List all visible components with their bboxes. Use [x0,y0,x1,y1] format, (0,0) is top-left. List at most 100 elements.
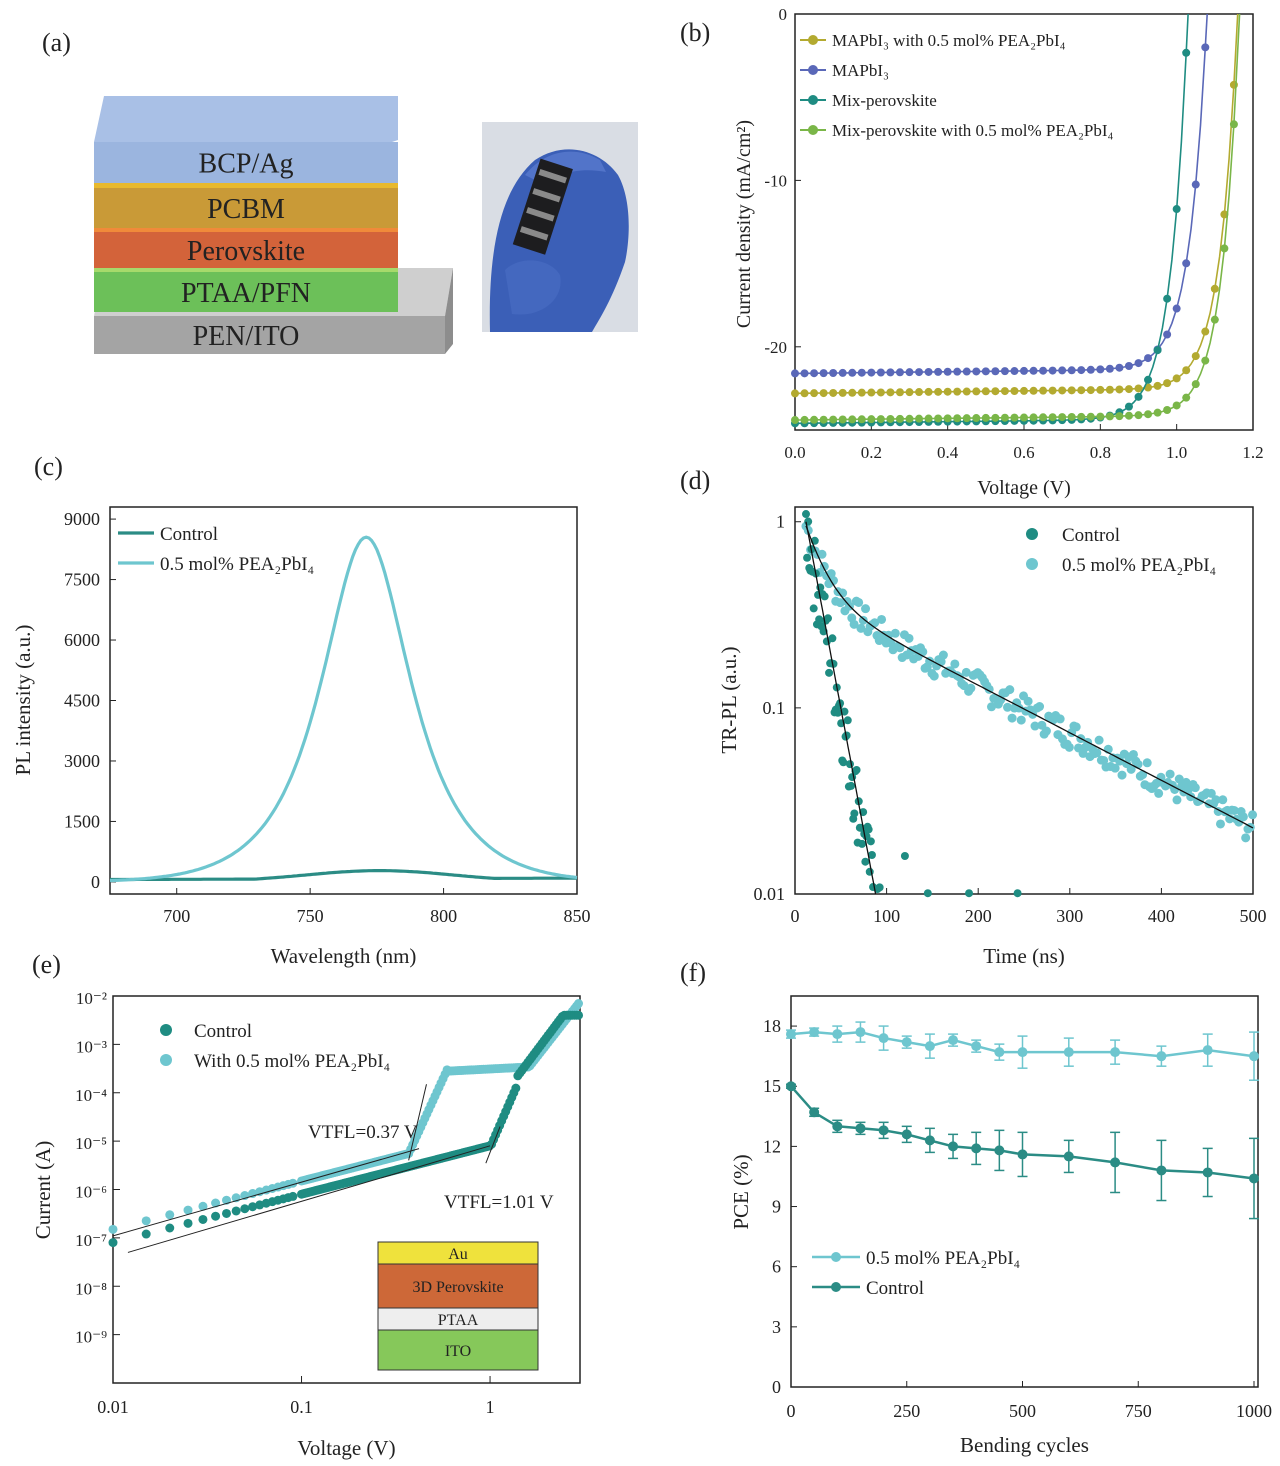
e-inset-layer-label: 3D Perovskite [412,1279,503,1296]
d-data-point-pea [1211,795,1221,805]
d-data-point-pea [1117,770,1127,780]
b-data-point [1077,366,1086,375]
d-y-axis-label: TR-PL (a.u.) [717,646,741,753]
b-data-point [819,369,828,378]
b-data-point [819,415,828,424]
d-x-tick-label: 500 [1240,906,1267,926]
b-data-point [1201,327,1210,336]
b-data-point [876,415,885,424]
b-data-point [915,368,924,377]
f-data-point [1156,1165,1167,1176]
b-x-tick-label: 0.0 [784,443,805,462]
b-data-point [1105,412,1114,421]
b-data-point [943,414,952,423]
b-data-point [1115,385,1124,394]
d-data-point-pea [1206,788,1216,798]
d-data-point-pea [1174,774,1184,784]
e-inset-layer-label: Au [448,1246,468,1263]
d-data-point-control [801,510,810,519]
b-data-point [1172,401,1181,410]
stack-interlayer-perov [94,268,398,272]
e-y-tick-label: 10⁻⁴ [75,1086,107,1105]
d-data-point-control [867,851,876,860]
b-data-point [800,389,809,398]
d-data-point-pea [1071,722,1081,732]
d-legend-label: 0.5 mol% PEA₂PbI₄ [1062,555,1216,576]
e-data-point-pea [108,1224,118,1234]
b-data-point [1182,48,1191,57]
b-data-point [915,414,924,423]
f-data-point [924,1041,935,1052]
b-data-point [1058,386,1067,395]
c-series-line [109,535,578,883]
b-data-point [1010,367,1019,376]
f-data-point [1063,1151,1074,1162]
d-data-point-pea [1238,812,1248,822]
b-data-point [1029,386,1038,395]
f-legend-marker [831,1282,841,1292]
e-inset-layer-label: ITO [445,1343,471,1360]
e-data-point-pea [141,1216,151,1226]
d-data-point-pea [1229,805,1239,815]
b-data-point [1039,366,1048,375]
f-data-point [832,1121,843,1132]
b-data-point [895,388,904,397]
b-data-point [1134,359,1143,368]
d-data-point-pea [877,614,887,624]
d-data-point-control [900,852,909,861]
b-data-point [1182,393,1191,402]
d-legend-label: Control [1062,525,1120,546]
b-data-point [1144,410,1153,419]
b-data-point [1029,366,1038,375]
d-data-point-pea [1181,777,1191,787]
f-y-tick-label: 3 [772,1317,781,1337]
panel-letter-a: (a) [42,28,71,57]
b-data-point [1048,386,1057,395]
b-data-point [962,414,971,423]
e-x-tick-label: 0.1 [290,1397,313,1417]
b-data-point [934,414,943,423]
b-data-point [1191,352,1200,361]
panel-letter-c: (c) [34,452,63,481]
b-data-point [1020,366,1028,375]
f-data-point [809,1107,820,1118]
f-data-point [1249,1051,1259,1062]
b-data-point [886,414,895,423]
b-data-point [838,415,847,424]
panel-letter-b: (b) [680,18,711,47]
d-data-point-pea [1030,721,1040,731]
b-data-point [867,415,876,424]
d-data-point-pea [1016,715,1026,725]
b-data-point [1191,180,1200,189]
d-data-point-pea [938,650,948,660]
b-data-point [1163,294,1172,303]
panel-letter-d: (d) [680,466,711,495]
b-data-point [943,387,952,396]
b-data-point [819,389,828,398]
d-data-point-control [861,857,870,866]
d-x-tick-label: 0 [791,906,800,926]
f-legend-label: Control [866,1278,924,1299]
b-data-point [838,388,847,397]
d-data-point-control [842,731,851,740]
b-data-point [1229,120,1238,129]
b-data-point [1210,284,1219,293]
d-data-point-control [820,592,829,601]
d-fit-line-control [805,521,877,895]
b-data-point [1172,304,1181,313]
e-data-point-control [231,1206,241,1216]
d-data-point-control [965,889,974,898]
f-data-point [948,1035,959,1046]
e-data-point-control [165,1223,175,1233]
c-x-tick-label: 850 [564,906,591,926]
d-data-point-pea [1241,833,1251,843]
d-data-point-control [875,883,884,892]
f-data-point [1110,1157,1121,1168]
b-data-point [810,415,819,424]
d-data-point-pea [1248,810,1258,820]
b-x-tick-label: 0.2 [861,443,882,462]
d-data-point-pea [1041,726,1051,736]
b-legend-marker [808,125,818,135]
d-fit-line-pea [805,525,1254,829]
b-data-point [895,368,904,377]
